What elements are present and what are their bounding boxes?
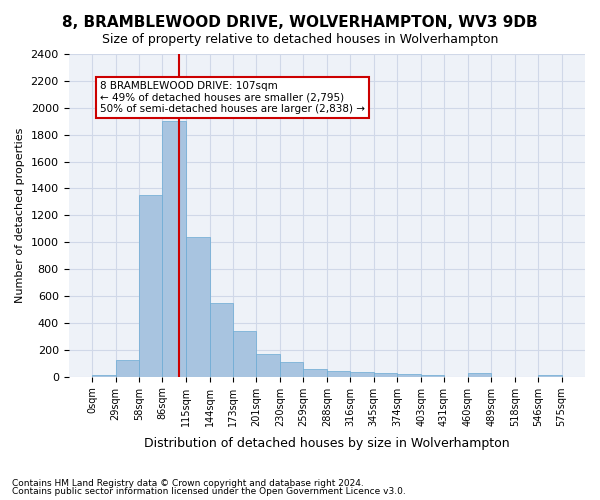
Bar (421, 374, 444, 376)
Text: 8, BRAMBLEWOOD DRIVE, WOLVERHAMPTON, WV3 9DB: 8, BRAMBLEWOOD DRIVE, WOLVERHAMPTON, WV3… (62, 15, 538, 30)
X-axis label: Distribution of detached houses by size in Wolverhampton: Distribution of detached houses by size … (144, 437, 509, 450)
Bar (209, 304, 233, 376)
Bar (304, 368, 327, 376)
Bar (162, 121, 186, 376)
Bar (186, 237, 209, 376)
Bar (233, 331, 256, 376)
Bar (327, 372, 350, 376)
Text: 8 BRAMBLEWOOD DRIVE: 107sqm
← 49% of detached houses are smaller (2,795)
50% of : 8 BRAMBLEWOOD DRIVE: 107sqm ← 49% of det… (100, 81, 365, 114)
Bar (374, 374, 397, 376)
Bar (256, 354, 280, 376)
Bar (350, 372, 374, 376)
Bar (467, 374, 491, 376)
Bar (116, 360, 139, 376)
Text: Contains HM Land Registry data © Crown copyright and database right 2024.: Contains HM Land Registry data © Crown c… (12, 478, 364, 488)
Bar (538, 374, 562, 376)
Y-axis label: Number of detached properties: Number of detached properties (15, 128, 25, 303)
Bar (397, 374, 421, 376)
Text: Contains public sector information licensed under the Open Government Licence v3: Contains public sector information licen… (12, 487, 406, 496)
Text: Size of property relative to detached houses in Wolverhampton: Size of property relative to detached ho… (102, 32, 498, 46)
Bar (139, 195, 162, 376)
Bar (280, 362, 304, 376)
